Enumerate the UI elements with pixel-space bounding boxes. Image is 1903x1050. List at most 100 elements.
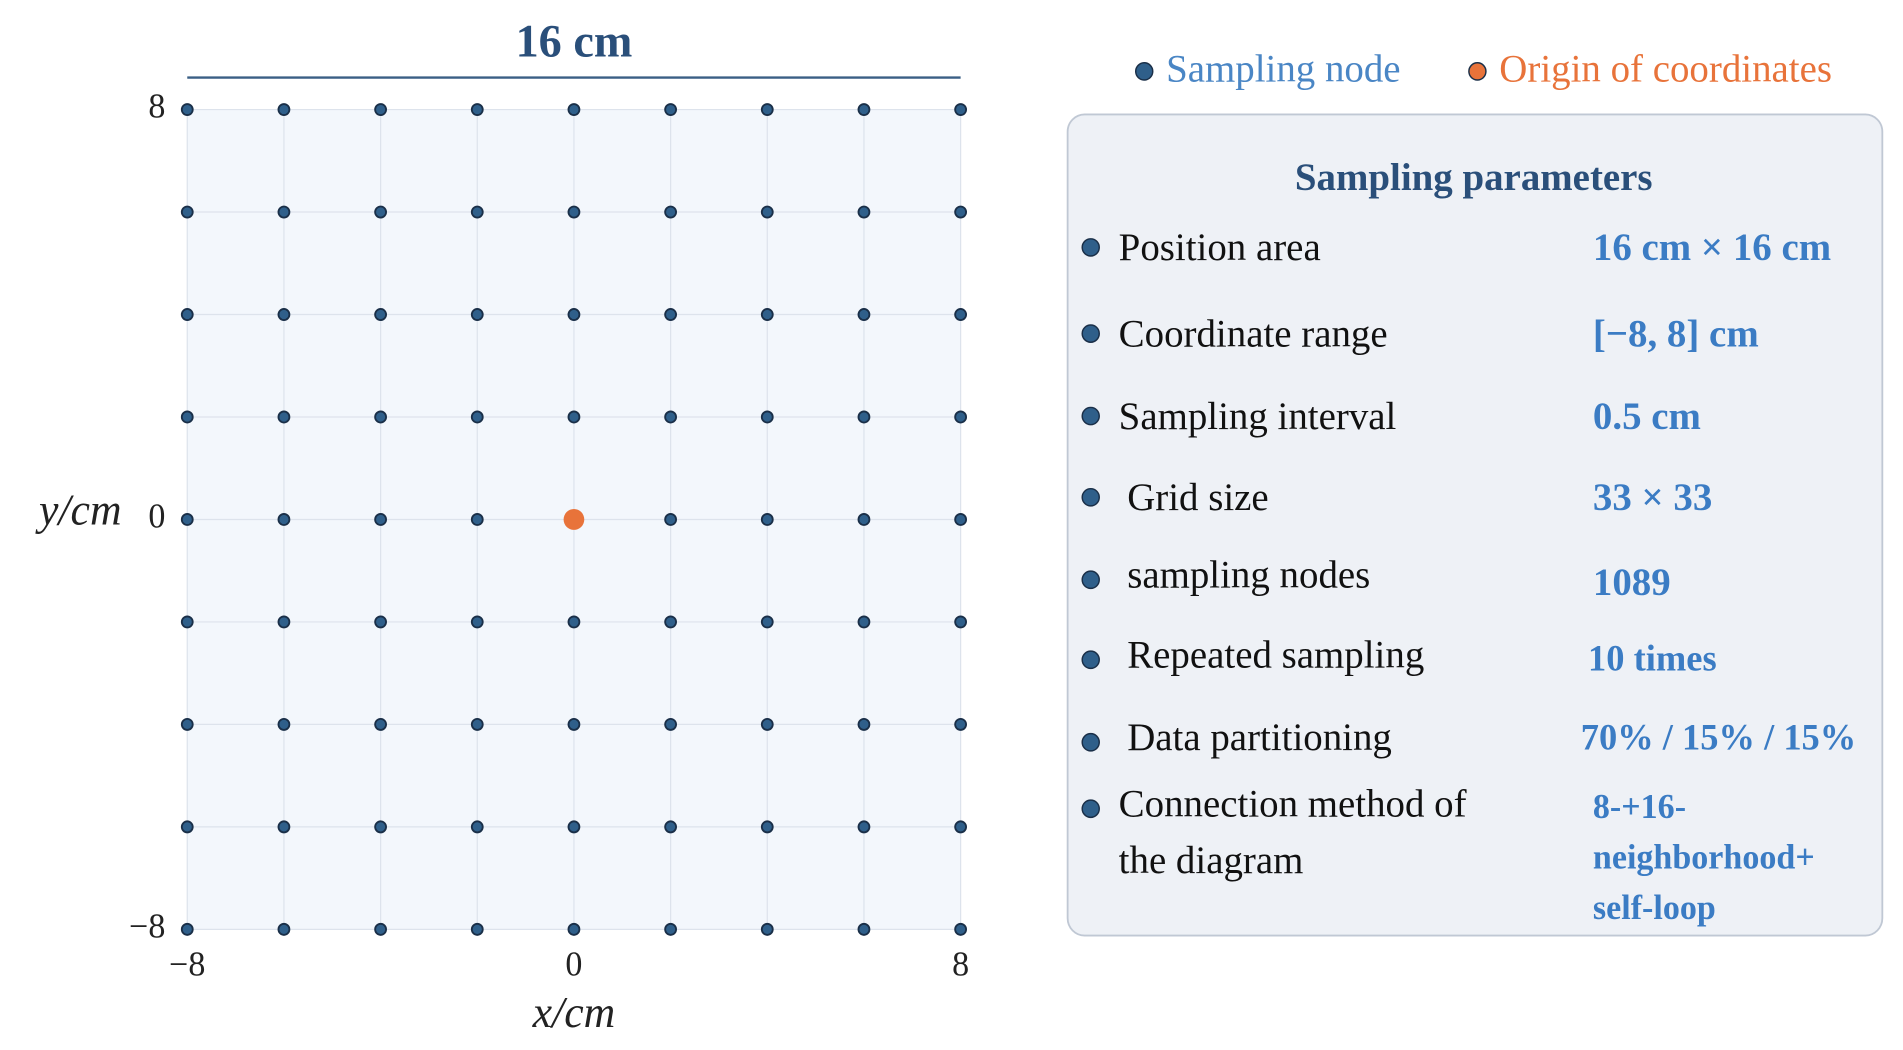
bullet — [1081, 487, 1100, 507]
node-point — [277, 615, 291, 629]
bullet — [1081, 238, 1100, 257]
node-point — [760, 615, 774, 629]
node-point — [760, 512, 774, 526]
node-point — [857, 410, 871, 424]
bullet — [1081, 650, 1100, 670]
node-point — [374, 717, 387, 731]
node-point — [857, 615, 871, 629]
param-value: 10 times — [1588, 638, 1717, 679]
param-label: Position area — [1119, 226, 1321, 269]
node-point — [857, 512, 871, 526]
node-point — [954, 410, 968, 424]
x-tick-label: 0 — [565, 945, 582, 983]
param-label: Grid size — [1127, 476, 1269, 519]
y-tick-label: 0 — [148, 497, 165, 535]
node-point — [567, 820, 581, 834]
y-tick-label: 8 — [148, 87, 165, 125]
node-point — [567, 410, 581, 424]
node-point — [470, 205, 484, 219]
node-point — [180, 615, 194, 629]
node-point — [664, 820, 677, 834]
node-point — [567, 103, 581, 117]
node-point — [180, 103, 194, 117]
origin-point — [563, 508, 585, 530]
node-point — [567, 308, 581, 321]
node-point — [470, 308, 484, 321]
node-point — [180, 820, 194, 834]
param-value: neighborhood+ — [1593, 838, 1815, 876]
node-point — [374, 410, 387, 424]
node-point — [470, 922, 484, 936]
node-point — [760, 922, 774, 936]
node-point — [374, 820, 387, 834]
param-label: Coordinate range — [1119, 312, 1388, 355]
param-value: 8-+16- — [1593, 788, 1686, 826]
node-point — [277, 410, 291, 424]
param-value: 33 × 33 — [1593, 476, 1712, 519]
node-point — [180, 410, 194, 424]
node-point — [277, 922, 291, 936]
node-point — [567, 717, 581, 731]
node-point — [277, 308, 291, 321]
param-label: Repeated sampling — [1127, 633, 1424, 676]
node-point — [664, 410, 677, 424]
node-point — [954, 205, 968, 219]
node-point — [857, 922, 871, 936]
x-tick-label: −8 — [169, 945, 205, 983]
param-value: self-loop — [1593, 889, 1716, 927]
legend-label: Sampling node — [1166, 47, 1400, 90]
node-point — [857, 308, 871, 321]
node-point — [277, 717, 291, 731]
node-point — [954, 820, 968, 834]
panel-title: Sampling parameters — [1295, 156, 1653, 199]
node-point — [857, 103, 871, 117]
node-point — [954, 717, 968, 731]
param-label: sampling nodes — [1127, 553, 1370, 596]
node-point — [760, 103, 774, 117]
y-axis-label: y/cm — [35, 485, 122, 534]
node-point — [760, 820, 774, 834]
node-point — [664, 205, 677, 219]
node-point — [954, 922, 968, 936]
param-value: [−8, 8] cm — [1593, 312, 1759, 355]
node-point — [277, 205, 291, 219]
node-point — [470, 615, 484, 629]
param-label: the diagram — [1119, 839, 1304, 882]
node-point — [180, 205, 194, 219]
legend-marker — [1134, 62, 1154, 81]
annotation: 16 cm — [516, 16, 633, 67]
param-value: 1089 — [1593, 561, 1671, 604]
legend-marker — [1468, 62, 1487, 81]
bullet — [1081, 732, 1100, 752]
node-point — [374, 308, 387, 321]
node-point — [664, 615, 677, 629]
node-point — [760, 308, 774, 321]
node-point — [954, 615, 968, 629]
param-label: Data partitioning — [1127, 716, 1392, 759]
node-point — [954, 512, 968, 526]
bullet — [1081, 570, 1100, 590]
node-point — [277, 820, 291, 834]
node-point — [954, 103, 968, 117]
node-point — [760, 205, 774, 219]
node-point — [857, 820, 871, 834]
node-point — [470, 103, 484, 117]
node-point — [374, 205, 387, 219]
node-point — [664, 922, 677, 936]
node-point — [470, 410, 484, 424]
legend-label: Origin of coordinates — [1499, 47, 1832, 90]
param-label: Connection method of — [1119, 782, 1468, 825]
node-point — [180, 717, 194, 731]
node-point — [857, 205, 871, 219]
node-point — [470, 820, 484, 834]
bullet — [1081, 324, 1100, 343]
node-point — [954, 308, 968, 321]
node-point — [470, 717, 484, 731]
node-point — [180, 512, 194, 526]
param-value: 70% / 15% / 15% — [1581, 716, 1857, 757]
node-point — [277, 512, 291, 526]
node-point — [277, 103, 291, 117]
node-point — [567, 205, 581, 219]
x-tick-label: 8 — [952, 945, 969, 983]
